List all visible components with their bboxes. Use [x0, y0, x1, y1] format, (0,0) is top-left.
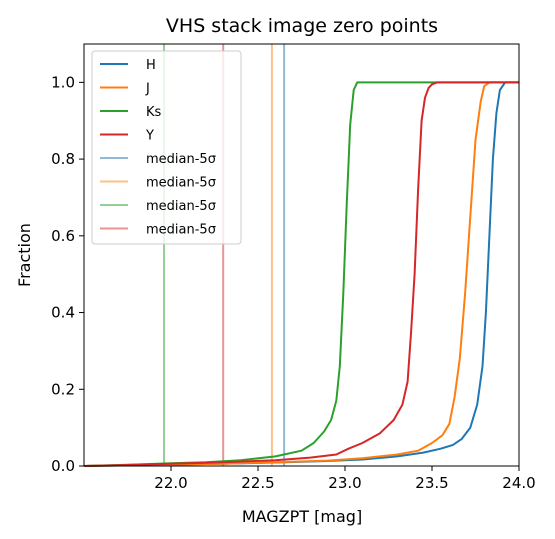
y-tick-label: 1.0 — [51, 73, 75, 91]
y-tick-label: 0.0 — [51, 457, 75, 475]
y-tick-label: 0.6 — [51, 227, 75, 245]
x-axis: 22.0 22.5 23.0 23.5 24.0 — [154, 466, 536, 492]
legend-label: H — [146, 58, 156, 73]
y-tick-label: 0.2 — [51, 380, 75, 398]
legend-label: median-5σ — [146, 176, 216, 191]
legend-label: median-5σ — [146, 199, 216, 214]
x-tick-label: 23.5 — [415, 474, 448, 492]
x-axis-label: MAGZPT [mag] — [242, 507, 362, 526]
y-axis: 0.0 0.2 0.4 0.6 0.8 1.0 — [51, 73, 84, 475]
x-tick-label: 22.0 — [154, 474, 187, 492]
x-tick-label: 23.0 — [328, 474, 361, 492]
legend-label: J — [145, 82, 150, 97]
y-axis-label: Fraction — [15, 223, 34, 287]
x-tick-label: 24.0 — [502, 474, 535, 492]
legend-frame — [91, 50, 242, 245]
chart-title: VHS stack image zero points — [166, 15, 438, 37]
x-tick-label: 22.5 — [241, 474, 274, 492]
legend-label: median-5σ — [146, 152, 216, 167]
plot-frame — [83, 43, 520, 467]
legend-label: median-5σ — [146, 223, 216, 238]
y-tick-label: 0.8 — [51, 150, 75, 168]
y-tick-label: 0.4 — [51, 304, 75, 322]
legend-label: Ks — [146, 105, 162, 120]
series-line-j — [83, 81, 519, 467]
legend-label: Y — [145, 129, 154, 144]
series-line-y — [83, 81, 519, 467]
